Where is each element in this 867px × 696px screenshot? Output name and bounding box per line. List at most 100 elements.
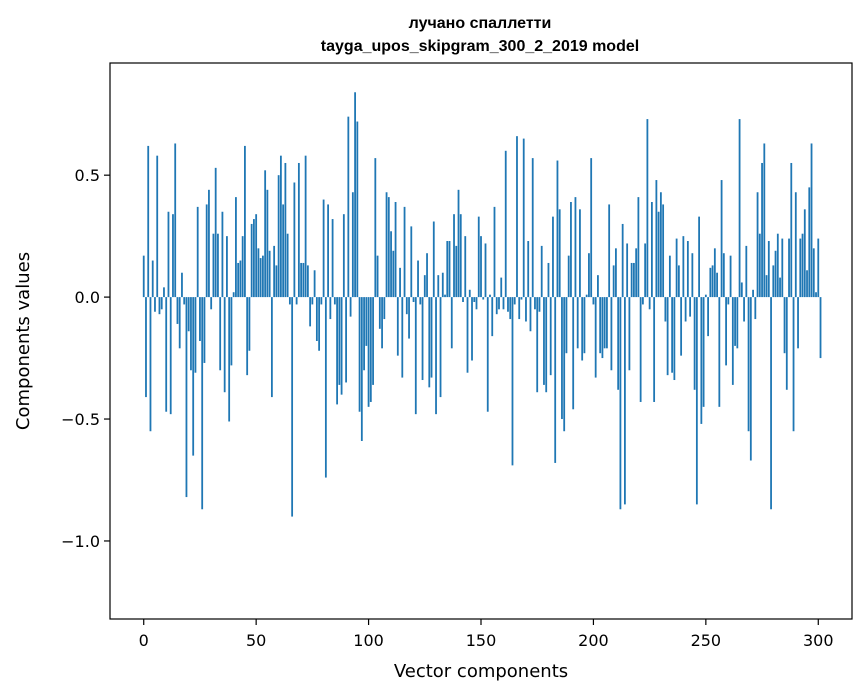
bar [376, 255, 379, 298]
bar [641, 297, 644, 305]
bar [450, 297, 453, 349]
bar [468, 289, 471, 298]
bar-series [142, 92, 822, 517]
bar [300, 262, 303, 298]
bar [531, 158, 534, 298]
bar [338, 297, 341, 385]
bar [781, 238, 784, 298]
bar [459, 214, 462, 298]
bar [250, 223, 253, 298]
bar [426, 253, 428, 298]
bar [743, 297, 745, 322]
bar [738, 119, 741, 298]
bar [666, 297, 669, 376]
bar [471, 297, 473, 361]
bar [597, 275, 599, 298]
bar [603, 297, 606, 349]
bar [208, 189, 210, 298]
bar [223, 297, 226, 393]
bar [725, 297, 727, 366]
bar [172, 214, 174, 298]
x-axis-label: Vector components [394, 661, 568, 682]
bar [286, 233, 289, 298]
bar [154, 297, 156, 312]
bar [372, 297, 374, 385]
bar [740, 282, 743, 298]
bar [682, 236, 685, 298]
bar [351, 192, 354, 298]
bar [509, 297, 512, 320]
bar [405, 297, 408, 315]
bar [435, 297, 437, 415]
bar [790, 162, 793, 298]
bar [430, 297, 433, 378]
bar [446, 241, 449, 298]
bar [329, 297, 332, 320]
bar [628, 297, 631, 371]
bar [239, 260, 242, 298]
bar [365, 297, 368, 346]
bar [428, 297, 431, 388]
bar [734, 297, 736, 346]
bar [403, 206, 406, 298]
plot-frame [109, 62, 853, 620]
bar [401, 297, 404, 378]
bar [253, 219, 255, 298]
bar [383, 297, 386, 320]
bar [192, 297, 195, 456]
bar [399, 267, 401, 298]
bar [810, 143, 813, 298]
bar [347, 116, 350, 298]
bar [761, 162, 763, 298]
bar [309, 297, 312, 327]
bar [493, 206, 496, 298]
bar [522, 138, 525, 298]
bar [772, 265, 775, 298]
bar [284, 162, 287, 298]
bar [507, 297, 509, 312]
x-tick-label: 150 [466, 631, 497, 650]
bar [561, 297, 563, 420]
bar [495, 297, 498, 315]
bar [779, 277, 781, 298]
bar [315, 297, 318, 341]
bar [819, 297, 822, 359]
bar [691, 253, 694, 298]
bar [619, 297, 622, 510]
bar [552, 216, 554, 298]
bar [659, 192, 662, 298]
bar [576, 297, 579, 349]
bar [633, 262, 635, 298]
bar [534, 297, 536, 310]
bar [736, 297, 739, 349]
bar [664, 297, 667, 322]
bar [592, 297, 595, 305]
bar [441, 272, 444, 298]
bar [574, 197, 577, 298]
bar [156, 155, 159, 298]
bar [448, 241, 451, 298]
bar [201, 297, 204, 510]
bar [702, 297, 705, 407]
chart-subtitle: tayga_upos_skipgram_300_2_2019 model [321, 38, 639, 55]
bar [545, 297, 548, 393]
bar [718, 297, 721, 407]
bar [221, 211, 224, 298]
x-axis-ticks: 0 50 100 150 200 250 300 [139, 619, 834, 650]
bar [572, 297, 575, 410]
bar [610, 297, 613, 371]
bar [363, 297, 365, 371]
bar [516, 136, 518, 298]
bar [527, 241, 530, 298]
bar [160, 297, 163, 310]
bar [767, 241, 770, 298]
bar [635, 248, 638, 298]
bar [210, 297, 213, 310]
bar [324, 297, 327, 478]
bar [612, 265, 615, 298]
bar [601, 297, 604, 359]
bar [396, 297, 399, 356]
bar [333, 297, 336, 305]
